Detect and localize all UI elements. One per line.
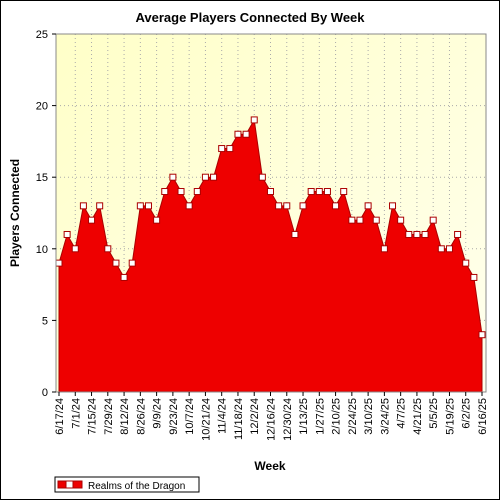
data-markers	[55, 116, 486, 339]
legend: Realms of the Dragon	[54, 476, 200, 493]
data-point	[283, 202, 291, 210]
x-tick-label: 12/2/24	[249, 398, 261, 435]
data-point	[364, 202, 372, 210]
y-tick-label: 5	[42, 315, 48, 327]
data-point	[88, 216, 96, 224]
x-tick-label: 6/2/25	[461, 398, 473, 429]
data-point	[405, 230, 413, 238]
data-point	[462, 259, 470, 267]
x-tick-label: 7/1/24	[70, 398, 82, 429]
x-tick-label: 12/16/24	[266, 398, 278, 441]
x-tick-label: 2/10/25	[331, 398, 343, 435]
x-tick-label: 7/29/24	[103, 398, 115, 435]
x-tick-label: 8/12/24	[119, 398, 131, 435]
x-tick-label: 10/21/24	[200, 398, 212, 441]
data-point	[372, 216, 380, 224]
data-point	[429, 216, 437, 224]
x-tick-label: 11/4/24	[217, 398, 229, 434]
data-point	[96, 202, 104, 210]
data-point	[120, 273, 128, 281]
y-axis: 0 5 10 15 20 25	[36, 29, 56, 399]
data-point	[177, 188, 185, 196]
data-point	[437, 245, 445, 253]
y-tick-label: 0	[42, 387, 48, 399]
data-point	[389, 202, 397, 210]
data-point	[380, 245, 388, 253]
x-tick-label: 10/7/24	[184, 398, 196, 435]
x-tick-label: 9/23/24	[168, 398, 180, 435]
data-point	[340, 188, 348, 196]
y-tick-label: 10	[36, 244, 48, 256]
x-tick-label: 1/13/25	[298, 398, 310, 435]
data-point	[445, 245, 453, 253]
x-tick-label: 3/24/25	[379, 398, 391, 435]
data-point	[153, 216, 161, 224]
y-tick-label: 20	[36, 101, 48, 113]
data-point	[397, 216, 405, 224]
data-point	[55, 259, 63, 267]
data-point	[210, 173, 218, 181]
x-tick-label: 8/26/24	[135, 398, 147, 435]
data-point	[315, 188, 323, 196]
x-tick-label: 2/24/25	[347, 398, 359, 435]
data-point	[307, 188, 315, 196]
data-point	[218, 145, 226, 153]
y-tick-label: 15	[36, 172, 48, 184]
x-tick-label: 11/18/24	[233, 398, 245, 440]
data-point	[413, 230, 421, 238]
data-point	[267, 188, 274, 196]
data-point	[454, 230, 462, 238]
data-point	[478, 331, 486, 339]
legend-box	[54, 476, 200, 493]
x-tick-label: 12/30/24	[282, 398, 294, 441]
data-point	[258, 173, 266, 181]
data-point	[112, 259, 120, 267]
chart-title: Average Players Connected By Week	[135, 10, 365, 25]
x-tick-label: 6/16/25	[477, 398, 489, 435]
x-axis-label: Week	[254, 459, 285, 473]
x-tick-label: 7/15/24	[87, 398, 99, 435]
x-tick-label: 1/27/25	[314, 398, 326, 435]
x-tick-label: 5/5/25	[428, 398, 440, 429]
data-point	[323, 188, 331, 196]
x-tick-label: 5/19/25	[444, 398, 456, 435]
x-tick-label: 3/10/25	[363, 398, 375, 435]
data-point	[470, 273, 478, 281]
y-axis-label: Players Connected	[8, 159, 22, 267]
data-point	[250, 116, 258, 124]
data-point	[234, 130, 242, 138]
x-axis: 6/17/24 7/1/24 7/15/24 7/29/24 8/12/24 8/26/2…	[54, 392, 489, 441]
data-point	[193, 188, 201, 196]
data-point	[275, 202, 283, 210]
data-point	[356, 216, 364, 224]
data-point	[201, 173, 209, 181]
data-point	[71, 245, 79, 253]
x-tick-label: 6/17/24	[54, 398, 66, 435]
data-point	[332, 202, 340, 210]
y-tick-label: 25	[36, 29, 48, 41]
data-point	[63, 230, 71, 238]
data-point	[291, 230, 299, 238]
legend-marker	[65, 480, 74, 489]
data-point	[128, 259, 136, 267]
data-point	[79, 202, 87, 210]
x-tick-label: 4/7/25	[396, 398, 408, 429]
x-tick-label: 9/9/24	[152, 398, 164, 429]
data-point	[169, 173, 177, 181]
data-point	[421, 230, 429, 238]
legend-label: Realms of the Dragon	[88, 481, 185, 492]
data-point	[242, 130, 250, 138]
data-point	[299, 202, 307, 210]
data-point	[144, 202, 152, 210]
x-tick-label: 4/21/25	[412, 398, 424, 435]
data-point	[161, 188, 169, 196]
data-point	[136, 202, 144, 210]
data-point	[185, 202, 193, 210]
data-point	[104, 245, 112, 253]
data-point	[348, 216, 356, 224]
data-point	[226, 145, 234, 153]
